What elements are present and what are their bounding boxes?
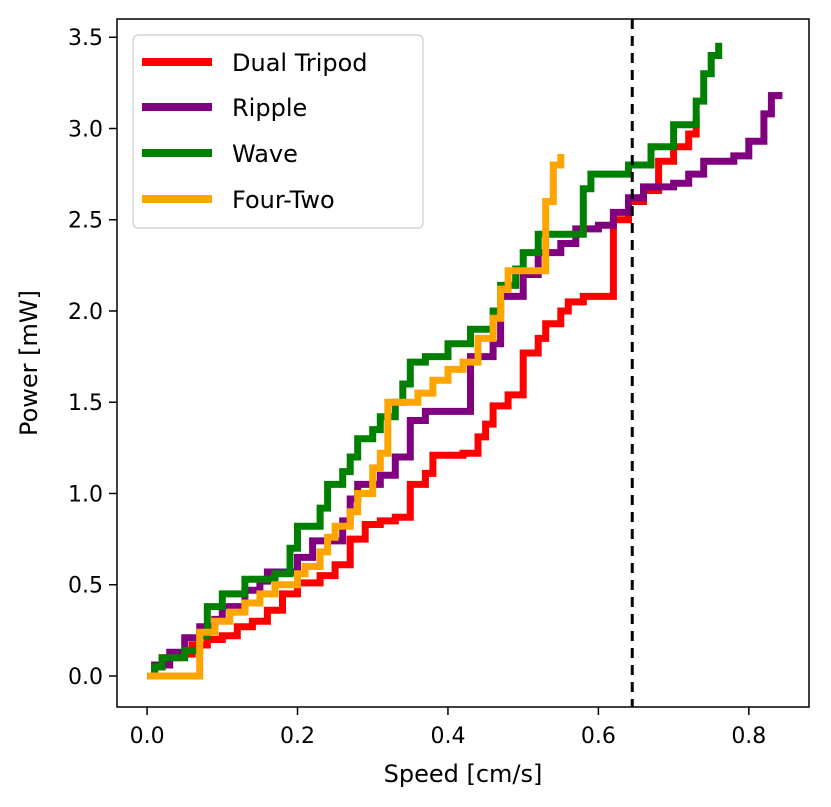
y-tick-label: 1.5 [68, 391, 103, 416]
legend: Dual Tripod Ripple Wave Four-Two [132, 34, 424, 229]
legend-frame [132, 34, 424, 229]
y-tick-label: 2.0 [68, 300, 103, 325]
y-axis-ticks: 0.0 0.5 1.0 1.5 2.0 2.5 3.0 3.5 [68, 26, 117, 690]
x-axis-ticks: 0.0 0.2 0.4 0.6 0.8 [130, 707, 766, 749]
x-tick-label: 0.4 [430, 724, 465, 749]
legend-label-dual-tripod: Dual Tripod [232, 49, 368, 77]
legend-label-ripple: Ripple [232, 94, 307, 122]
x-tick-label: 0.0 [130, 724, 165, 749]
y-tick-label: 0.5 [68, 574, 103, 599]
series-line-dual-tripod [147, 117, 700, 680]
y-axis-label: Power [mW] [15, 290, 43, 436]
y-tick-label: 0.0 [68, 665, 103, 690]
plot-frame [116, 18, 810, 708]
x-tick-label: 0.8 [731, 724, 766, 749]
series-line-ripple [147, 92, 783, 680]
y-tick-label: 3.5 [68, 26, 103, 51]
series-line-wave [147, 42, 723, 680]
x-tick-label: 0.2 [280, 724, 315, 749]
series-line-four-two [147, 154, 565, 680]
y-tick-label: 2.5 [68, 209, 103, 234]
legend-label-wave: Wave [232, 140, 298, 168]
legend-label-four-two: Four-Two [232, 186, 335, 214]
x-tick-label: 0.6 [581, 724, 616, 749]
series-layer [147, 42, 783, 680]
y-tick-label: 3.0 [68, 117, 103, 142]
y-tick-label: 1.0 [68, 482, 103, 507]
x-axis-label: Speed [cm/s] [384, 760, 543, 788]
